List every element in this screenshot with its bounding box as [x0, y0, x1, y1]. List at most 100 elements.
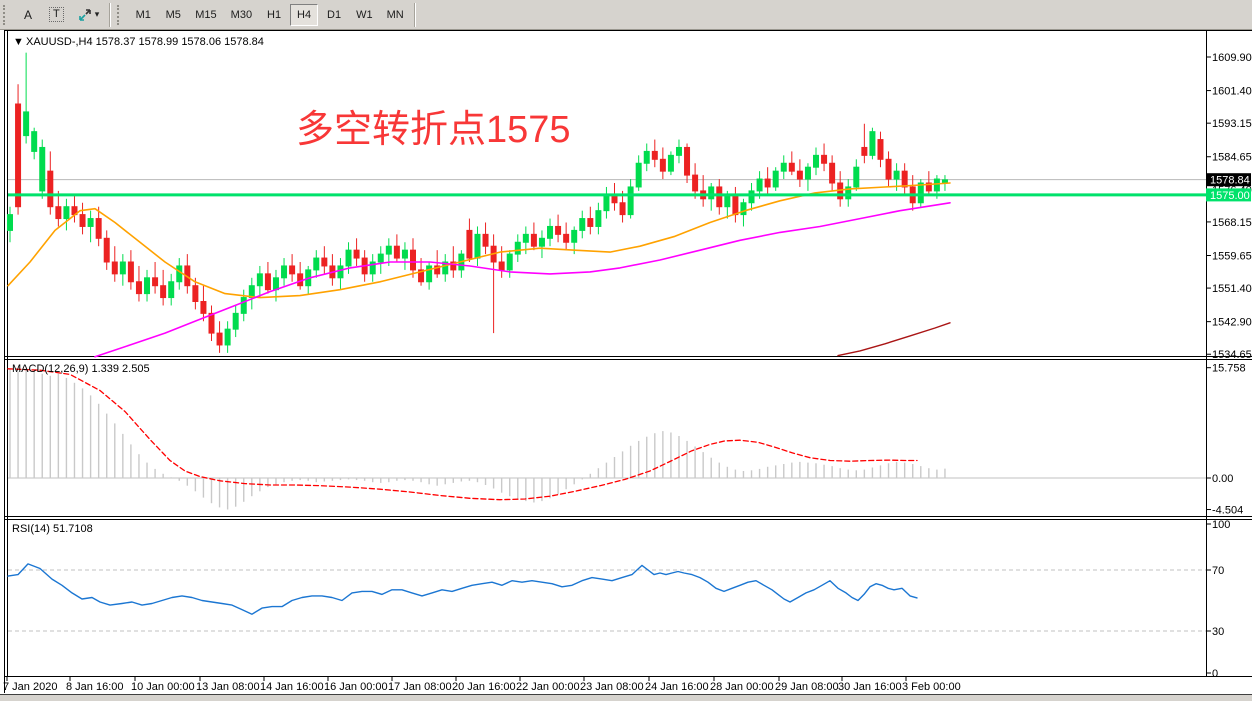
candle-body — [675, 146, 682, 156]
ma-fast-line — [7, 182, 951, 299]
candle-body — [667, 154, 674, 172]
candle-body — [772, 170, 779, 188]
candle-body — [740, 202, 747, 216]
candle-body — [369, 261, 376, 275]
candle-body — [248, 285, 255, 299]
candle-body — [289, 265, 296, 275]
macd-axis-label: 0.00 — [1212, 473, 1233, 485]
chart-symbol-dropdown-icon[interactable]: ▼ — [13, 36, 24, 48]
chart-annotation-text[interactable]: 多空转折点1575 — [296, 109, 571, 151]
candle-body — [385, 245, 392, 255]
candle-body — [764, 178, 771, 188]
toolbar-grip[interactable] — [3, 4, 10, 25]
candle-body — [7, 214, 13, 231]
candle-body — [337, 265, 344, 279]
current-price-badge: 1578.84 — [1206, 173, 1251, 187]
candle-body — [119, 261, 126, 275]
timeframe-button-mn[interactable]: MN — [380, 3, 410, 26]
candle-body — [587, 218, 594, 227]
price-axis-label: 1609.90 — [1212, 52, 1252, 64]
candle-body — [272, 277, 279, 291]
bottom-scrollbar[interactable] — [0, 694, 1252, 701]
candle-body — [377, 253, 384, 263]
candle-body — [345, 249, 352, 267]
candle-body — [716, 186, 723, 208]
rsi-axis-label: 0 — [1212, 668, 1218, 680]
text-label-tool-button[interactable]: A — [15, 3, 41, 26]
candle-body — [144, 277, 151, 295]
toolbar-separator — [109, 2, 112, 27]
timeframe-button-m1[interactable]: M1 — [129, 3, 158, 26]
timeframe-button-d1[interactable]: D1 — [320, 3, 349, 26]
candle-body — [15, 103, 22, 208]
timeframe-button-m30[interactable]: M30 — [224, 3, 259, 26]
price-axis-label: 1601.40 — [1212, 86, 1252, 98]
chart-generated-under-layer — [0, 30, 1252, 701]
candle-body — [547, 225, 554, 239]
timeframe-button-h1[interactable]: H1 — [260, 3, 289, 26]
candle-body — [514, 241, 521, 255]
candle-body — [426, 265, 433, 283]
time-axis-label: 16 Jan 00:00 — [324, 681, 388, 693]
candle-body — [466, 229, 473, 259]
candle-body — [410, 249, 416, 271]
candle-body — [853, 166, 860, 188]
toolbar: A T ▾ M1 M5 M15 M30 H1 H4 D1 W1 MN — [0, 0, 1252, 30]
ma-long-line — [837, 322, 951, 357]
candle-body — [788, 162, 795, 172]
candle-body — [208, 312, 215, 334]
textbox-tool-icon: T — [49, 7, 64, 22]
dropdown-caret-icon: ▾ — [94, 9, 100, 19]
candle-body — [925, 182, 932, 192]
time-axis-label: 17 Jan 08:00 — [388, 681, 452, 693]
candle-body — [401, 249, 408, 259]
candle-body — [821, 154, 828, 164]
candle-body — [619, 202, 626, 216]
rsi-axis-label: 100 — [1212, 519, 1230, 531]
candle-body — [127, 261, 134, 283]
candle-body — [555, 225, 562, 235]
time-axis-label: 24 Jan 16:00 — [645, 681, 709, 693]
candle-body — [748, 190, 755, 204]
candle-body — [418, 269, 425, 283]
candle-body — [353, 249, 360, 259]
chart-title: XAUUSD-,H4 1578.37 1578.99 1578.06 1578.… — [26, 36, 264, 48]
timeframe-button-h4[interactable]: H4 — [290, 3, 319, 26]
hline-price-badge: 1575.00 — [1206, 188, 1251, 202]
candle-body — [885, 158, 892, 180]
candle-body — [200, 301, 207, 314]
candle-body — [627, 186, 634, 216]
time-axis-label: 23 Jan 08:00 — [580, 681, 644, 693]
rsi-axis-label: 70 — [1212, 565, 1224, 577]
candle-body — [87, 218, 94, 227]
candle-body — [861, 146, 868, 156]
candle-body — [256, 273, 263, 287]
candle-body — [111, 261, 118, 275]
candle-body — [845, 186, 852, 200]
candle-body — [103, 237, 110, 263]
timeframe-button-m15[interactable]: M15 — [189, 3, 223, 26]
rsi-line — [7, 563, 918, 615]
candle-body — [813, 154, 819, 168]
candle-body — [152, 277, 159, 287]
chart-canvas[interactable]: ▼ XAUUSD-,H4 1578.37 1578.99 1578.06 157… — [0, 30, 1252, 701]
toolbar-grip[interactable] — [117, 4, 124, 25]
candle-body — [804, 166, 811, 180]
timeframe-button-m5[interactable]: M5 — [159, 3, 188, 26]
time-axis-label: 13 Jan 08:00 — [196, 681, 260, 693]
price-axis-label: 1534.65 — [1212, 349, 1252, 361]
candle-body — [595, 210, 602, 227]
candle-body — [474, 233, 481, 259]
time-axis-label: 3 Feb 00:00 — [902, 681, 961, 693]
candle-body — [264, 273, 271, 291]
candle-body — [39, 146, 46, 192]
arrow-styles-dropdown-button[interactable]: ▾ — [71, 3, 106, 26]
candle-body — [692, 174, 699, 192]
candle-body — [506, 253, 513, 271]
textbox-tool-button[interactable]: T — [43, 3, 70, 26]
hline-price-badge-text: 1575.00 — [1210, 190, 1250, 202]
candle-body — [571, 229, 578, 243]
time-axis-label: 28 Jan 00:00 — [710, 681, 774, 693]
timeframe-button-w1[interactable]: W1 — [350, 3, 379, 26]
candle-body — [829, 162, 836, 184]
